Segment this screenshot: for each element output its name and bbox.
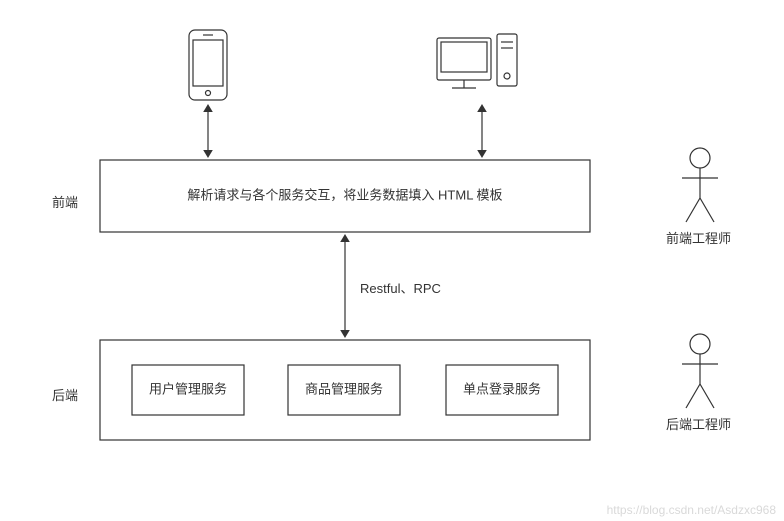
frontend-side-label: 前端 <box>52 192 78 211</box>
svg-text:解析请求与各个服务交互，将业务数据填入 HTML 模板: 解析请求与各个服务交互，将业务数据填入 HTML 模板 <box>187 187 502 202</box>
protocol-label: Restful、RPC <box>360 278 441 297</box>
svg-text:商品管理服务: 商品管理服务 <box>305 381 383 396</box>
svg-text:用户管理服务: 用户管理服务 <box>149 381 227 396</box>
backend-engineer-label: 后端工程师 <box>666 414 731 433</box>
svg-text:单点登录服务: 单点登录服务 <box>463 381 541 396</box>
frontend-engineer-label: 前端工程师 <box>666 228 731 247</box>
backend-side-label: 后端 <box>52 385 78 404</box>
watermark-text: https://blog.csdn.net/Asdzxc968 <box>607 503 776 517</box>
architecture-diagram: 解析请求与各个服务交互，将业务数据填入 HTML 模板用户管理服务 商品管理服务 单… <box>0 0 784 521</box>
